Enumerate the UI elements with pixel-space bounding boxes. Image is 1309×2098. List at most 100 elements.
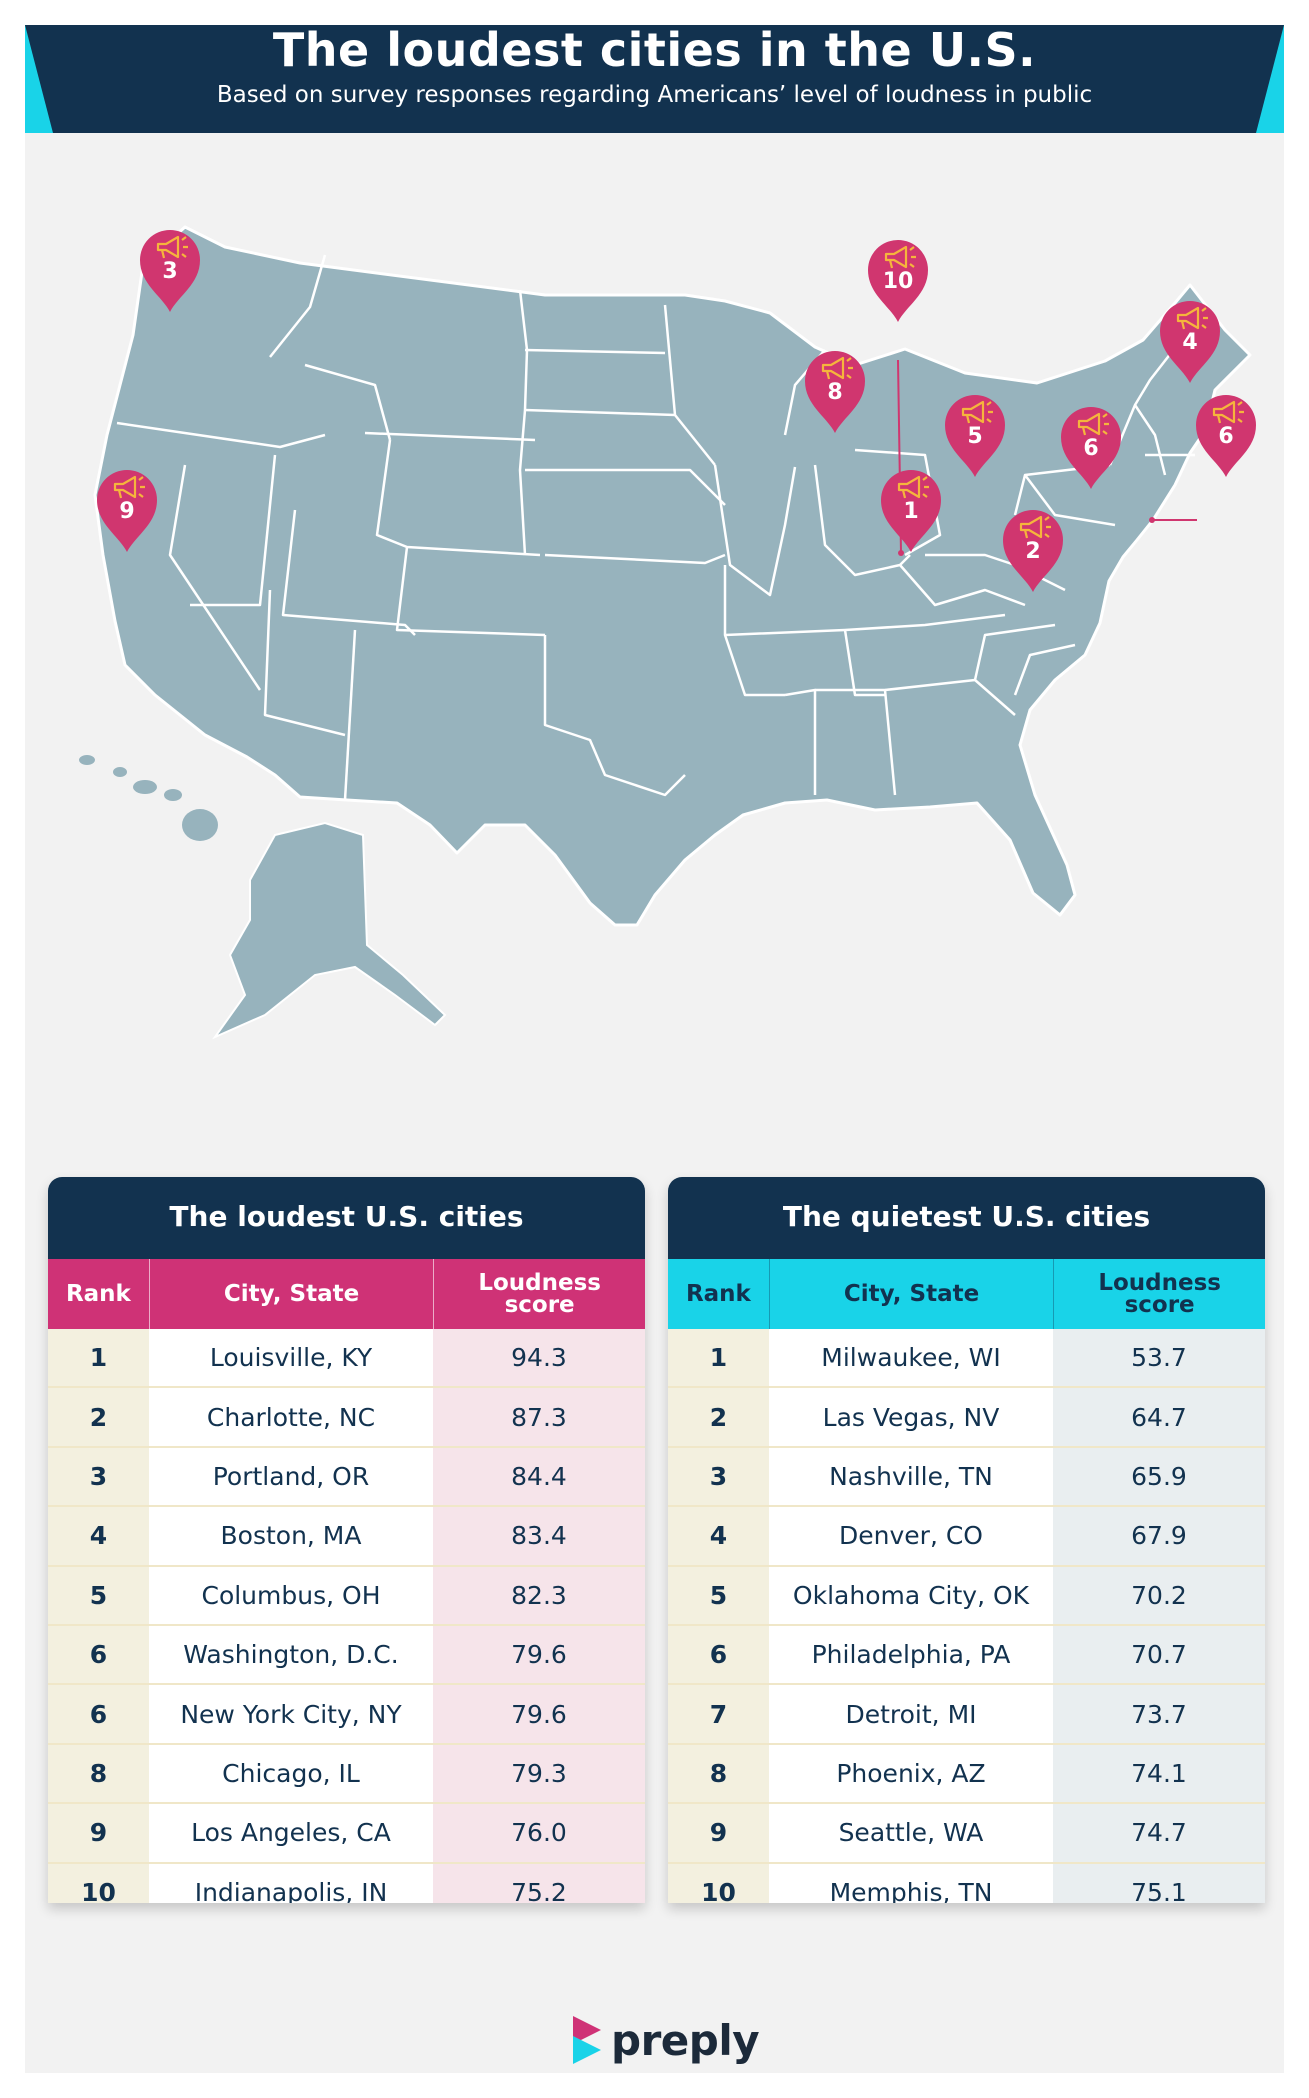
map-pin: 8	[805, 351, 865, 433]
rank-cell: 5	[48, 1566, 149, 1624]
map-pin-label: 6	[1218, 424, 1233, 449]
map-pin-label: 10	[883, 269, 914, 294]
us-map-svg: 3 10 4 8 5 6 6 1 9 2	[79, 225, 1256, 1040]
city-cell: Chicago, IL	[149, 1744, 433, 1803]
megaphone-icon	[1077, 412, 1109, 436]
rank-cell: 1	[48, 1329, 149, 1387]
score-cell: 65.9	[1053, 1447, 1265, 1506]
contiguous-us-shape	[93, 225, 1252, 927]
us-map: 3 10 4 8 5 6 6 1 9 2	[25, 135, 1284, 1095]
column-header-score: Loudness score	[478, 1270, 601, 1318]
quietest-table: The quietest U.S. cities Rank City, Stat…	[668, 1177, 1265, 1903]
score-cell: 75.1	[1053, 1863, 1265, 1903]
brand-logo: preply	[571, 2010, 760, 2070]
loudest-table-title: The loudest U.S. cities	[48, 1177, 645, 1259]
rank-cell: 4	[48, 1507, 149, 1565]
city-cell: Las Vegas, NV	[769, 1388, 1053, 1446]
map-pin: 4	[1160, 301, 1220, 383]
city-cell: Denver, CO	[769, 1507, 1053, 1565]
loudest-table-header: Rank City, State Loudness score	[48, 1259, 645, 1329]
page-title: The loudest cities in the U.S.	[272, 25, 1037, 77]
table-row: 10 Indianapolis, IN 75.2	[48, 1863, 645, 1903]
map-pin-label: 9	[119, 499, 134, 524]
rank-cell: 4	[668, 1507, 769, 1565]
loudest-table-rows: 1 Louisville, KY 94.3 2 Charlotte, NC 87.3 3 Po…	[48, 1329, 645, 1903]
table-row: 5 Columbus, OH 82.3	[48, 1566, 645, 1626]
quietest-table-rows: 1 Milwaukee, WI 53.7 2 Las Vegas, NV 64.7 3 Nas…	[668, 1329, 1265, 1903]
map-pin-label: 5	[967, 424, 982, 449]
score-cell: 64.7	[1053, 1388, 1265, 1446]
table-row: 1 Milwaukee, WI 53.7	[668, 1329, 1265, 1389]
header-accent-left	[25, 25, 53, 133]
quietest-table-title: The quietest U.S. cities	[668, 1177, 1265, 1259]
page-subtitle: Based on survey responses regarding Amer…	[216, 82, 1093, 108]
megaphone-icon	[821, 356, 853, 380]
city-cell: Charlotte, NC	[149, 1388, 433, 1446]
score-cell: 73.7	[1053, 1685, 1265, 1743]
rank-cell: 1	[668, 1329, 769, 1387]
table-row: 2 Charlotte, NC 87.3	[48, 1388, 645, 1448]
rank-cell: 3	[48, 1447, 149, 1506]
score-cell: 79.6	[433, 1685, 645, 1743]
column-header-city: City, State	[150, 1259, 435, 1329]
score-cell: 82.3	[433, 1566, 645, 1624]
map-pin-label: 6	[1083, 436, 1098, 461]
header-accent-right	[1256, 25, 1284, 133]
city-cell: Louisville, KY	[149, 1329, 433, 1387]
preply-logo-icon	[573, 2016, 601, 2064]
score-cell: 70.2	[1053, 1566, 1265, 1624]
city-cell: Phoenix, AZ	[769, 1744, 1053, 1803]
megaphone-icon	[1019, 515, 1051, 539]
megaphone-icon	[884, 245, 916, 269]
map-pin: 2	[1003, 510, 1063, 592]
hawaii-shape	[79, 755, 218, 841]
score-cell: 76.0	[433, 1804, 645, 1862]
map-pin-label: 3	[162, 259, 177, 284]
score-cell: 70.7	[1053, 1625, 1265, 1684]
score-cell: 87.3	[433, 1388, 645, 1446]
table-row: 9 Los Angeles, CA 76.0	[48, 1804, 645, 1864]
rank-cell: 9	[48, 1804, 149, 1862]
rank-cell: 10	[48, 1863, 149, 1903]
table-row: 6 New York City, NY 79.6	[48, 1685, 645, 1745]
map-pin-label: 8	[827, 380, 842, 405]
column-header-score: Loudness score	[1098, 1270, 1221, 1318]
table-row: 3 Nashville, TN 65.9	[668, 1447, 1265, 1508]
column-header-rank: Rank	[48, 1259, 150, 1329]
city-cell: Portland, OR	[149, 1447, 433, 1506]
rank-cell: 9	[668, 1804, 769, 1862]
loudest-table: The loudest U.S. cities Rank City, State…	[48, 1177, 645, 1903]
table-row: 6 Philadelphia, PA 70.7	[668, 1625, 1265, 1686]
rank-cell: 8	[48, 1744, 149, 1803]
megaphone-icon	[961, 400, 993, 424]
rank-cell: 2	[48, 1388, 149, 1446]
score-cell: 53.7	[1053, 1329, 1265, 1387]
table-row: 10 Memphis, TN 75.1	[668, 1863, 1265, 1903]
table-row: 9 Seattle, WA 74.7	[668, 1804, 1265, 1864]
megaphone-icon	[156, 235, 188, 259]
rank-cell: 8	[668, 1744, 769, 1803]
megaphone-icon	[1212, 400, 1244, 424]
infographic: The loudest cities in the U.S. Based on …	[25, 25, 1284, 2073]
map-pin: 1	[881, 470, 941, 552]
rank-cell: 6	[48, 1685, 149, 1743]
city-cell: Nashville, TN	[769, 1447, 1053, 1506]
map-pin: 5	[945, 395, 1005, 477]
rank-cell: 6	[48, 1625, 149, 1684]
alaska-shape	[212, 821, 447, 1040]
score-cell: 74.1	[1053, 1744, 1265, 1803]
city-cell: Oklahoma City, OK	[769, 1566, 1053, 1624]
table-row: 7 Detroit, MI 73.7	[668, 1685, 1265, 1745]
map-pin-label: 4	[1182, 330, 1197, 355]
table-row: 8 Chicago, IL 79.3	[48, 1744, 645, 1805]
table-row: 6 Washington, D.C. 79.6	[48, 1625, 645, 1686]
quietest-table-header: Rank City, State Loudness score	[668, 1259, 1265, 1329]
city-cell: Philadelphia, PA	[769, 1625, 1053, 1684]
map-pin-label: 1	[903, 499, 918, 524]
city-cell: Memphis, TN	[769, 1863, 1053, 1903]
score-cell: 79.6	[433, 1625, 645, 1684]
city-cell: Seattle, WA	[769, 1804, 1053, 1862]
header-banner: The loudest cities in the U.S. Based on …	[25, 25, 1284, 133]
megaphone-icon	[113, 475, 145, 499]
map-pin: 3	[140, 230, 200, 312]
